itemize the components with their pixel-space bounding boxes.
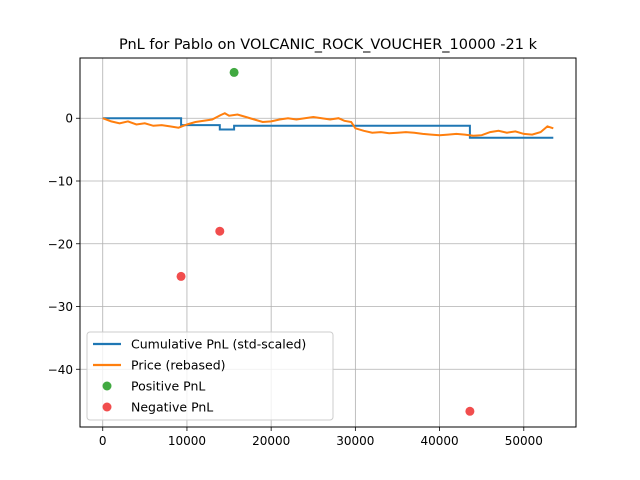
- x-tick-label: 0: [99, 434, 107, 448]
- negative-pnl-point: [176, 271, 186, 281]
- legend: Cumulative PnL (std-scaled) Price (rebas…: [86, 331, 334, 421]
- axes-frame: [79, 57, 577, 428]
- y-tick-label: −30: [48, 300, 73, 314]
- legend-label-cumulative-pnl: Cumulative PnL (std-scaled): [131, 337, 306, 352]
- y-tick-label: −40: [48, 363, 73, 377]
- legend-swatch-negative-pnl: [102, 402, 112, 412]
- x-tick-label: 10000: [168, 434, 206, 448]
- legend-label-negative-pnl: Negative PnL: [131, 400, 213, 415]
- chart-title: PnL for Pablo on VOLCANIC_ROCK_VOUCHER_1…: [119, 37, 538, 53]
- y-axis: 0 −10 −20 −30 −40: [48, 112, 80, 377]
- positive-pnl-point: [229, 67, 239, 77]
- x-tick-label: 40000: [420, 434, 458, 448]
- plot-area: [102, 67, 554, 416]
- negative-pnl-point: [215, 226, 225, 236]
- y-tick-label: 0: [65, 112, 73, 126]
- price-line: [102, 112, 554, 137]
- negative-pnl-point: [465, 406, 475, 416]
- x-tick-label: 20000: [252, 434, 290, 448]
- x-axis: 0 10000 20000 30000 40000 50000: [99, 427, 543, 448]
- y-tick-label: −20: [48, 237, 73, 251]
- cumulative-pnl-line: [102, 117, 554, 139]
- legend-label-positive-pnl: Positive PnL: [131, 379, 205, 394]
- legend-label-price: Price (rebased): [131, 358, 226, 373]
- x-tick-label: 50000: [505, 434, 543, 448]
- legend-swatch-positive-pnl: [102, 381, 112, 391]
- y-tick-label: −10: [48, 175, 73, 189]
- x-tick-label: 30000: [336, 434, 374, 448]
- legend-box: [86, 331, 334, 421]
